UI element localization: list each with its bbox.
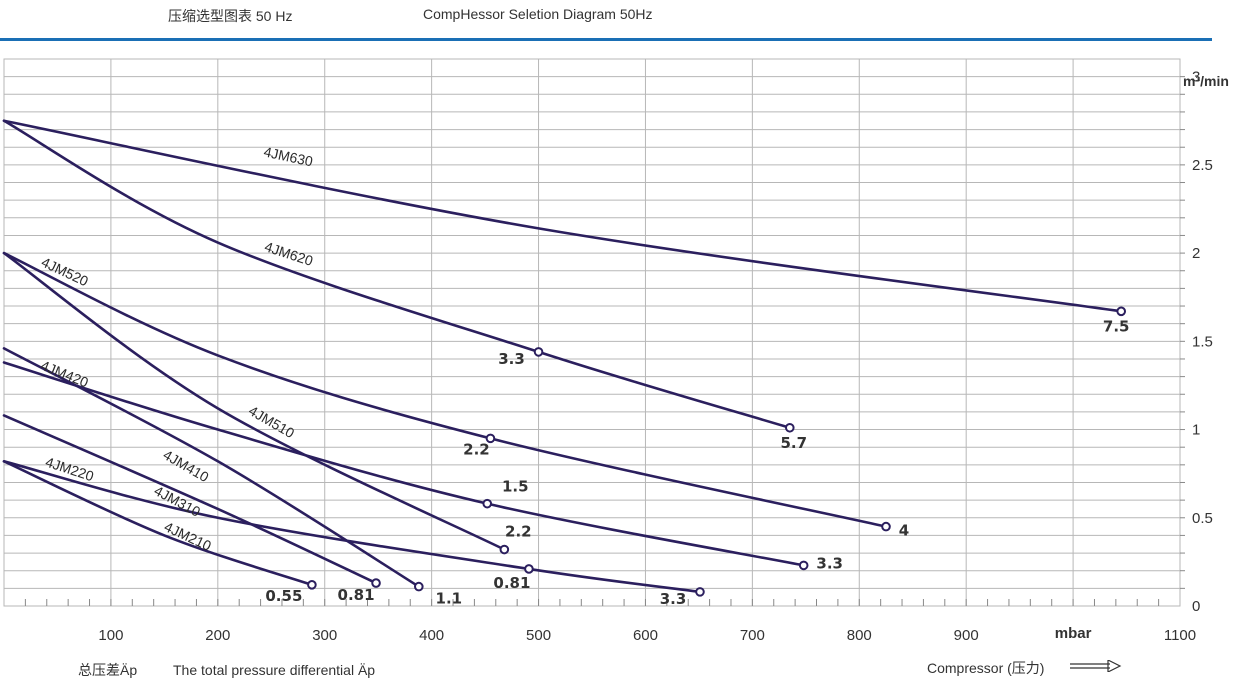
- data-value-label: 7.5: [1103, 317, 1130, 335]
- series-line-4jm420: [2, 361, 805, 567]
- chart-grid: [3, 58, 1185, 607]
- y-axis-unit-label: m³/min: [1183, 73, 1229, 89]
- data-point-marker: [371, 578, 381, 588]
- y-tick-label: 2.5: [1192, 157, 1213, 174]
- x-tick-label: 400: [419, 627, 444, 644]
- data-point-marker: [499, 544, 510, 555]
- compressor-pressure-label: Compressor (压力): [927, 660, 1045, 676]
- data-value-label: 0.55: [265, 587, 302, 605]
- series-line-4jm220: [2, 460, 702, 594]
- data-value-label: 1.1: [436, 590, 463, 608]
- data-point-marker: [798, 560, 809, 571]
- data-value-label: 4: [899, 522, 909, 540]
- x-tick-label: 1100: [1164, 627, 1196, 644]
- x-tick-label: 600: [633, 627, 658, 644]
- series-line-4jm630: [2, 119, 1123, 313]
- data-point-marker: [485, 433, 496, 444]
- chart-title-english: CompHessor Seletion Diagram 50Hz: [423, 6, 653, 22]
- data-point-marker: [482, 498, 493, 509]
- data-value-label: 2.2: [463, 440, 490, 458]
- series-line-4jm210: [2, 460, 314, 587]
- series-line-4jm410: [2, 347, 421, 588]
- plot-frame: [3, 58, 1181, 607]
- series-name-label: 4JM210: [162, 518, 214, 554]
- data-point-marker: [784, 422, 795, 433]
- x-axis-label-english: The total pressure differential Äp: [173, 662, 376, 678]
- series-line-4jm520: [2, 251, 888, 528]
- y-tick-label: 0.5: [1192, 510, 1213, 527]
- header-divider: [0, 38, 1212, 41]
- series-line-4jm310: [2, 414, 378, 585]
- x-axis-label-chinese: 总压差Äp: [78, 662, 138, 678]
- x-tick-label: 300: [312, 627, 337, 644]
- x-tick-label: 900: [954, 627, 979, 644]
- series-line-4jm510: [2, 251, 506, 551]
- data-point-marker: [1116, 306, 1126, 317]
- data-point-marker: [414, 581, 424, 592]
- x-tick-label: 800: [847, 627, 872, 644]
- data-value-label: 0.81: [338, 586, 375, 604]
- right-arrow-icon: [1070, 660, 1122, 672]
- data-value-label: 3.3: [816, 554, 843, 572]
- x-tick-label: 500: [526, 627, 551, 644]
- y-tick-label: 2: [1192, 245, 1200, 262]
- y-tick-label: 0: [1192, 598, 1200, 615]
- data-point-marker: [307, 580, 317, 590]
- data-point-marker: [533, 347, 544, 357]
- data-value-label: 1.5: [502, 478, 529, 496]
- x-axis-unit-label: mbar: [1055, 625, 1092, 642]
- x-tick-label: 700: [740, 627, 765, 644]
- data-value-label: 5.7: [780, 434, 807, 452]
- data-value-label: 3.3: [498, 350, 525, 368]
- data-point-marker: [881, 521, 891, 532]
- y-tick-label: 1.5: [1192, 333, 1213, 350]
- series-line-4jm620: [2, 119, 792, 430]
- data-point-marker: [695, 587, 705, 597]
- y-tick-label: 3: [1192, 69, 1200, 86]
- data-value-label: 0.81: [493, 574, 530, 592]
- series-name-label: 4JM510: [246, 402, 297, 441]
- series-name-label: 4JM310: [152, 482, 204, 520]
- data-value-label: 2.2: [505, 523, 532, 541]
- chart-title-chinese: 压缩选型图表 50 Hz: [168, 8, 293, 24]
- chart-curves: [2, 119, 1126, 597]
- y-tick-label: 1: [1192, 422, 1200, 439]
- x-tick-label: 100: [98, 627, 123, 644]
- series-name-label: 4JM420: [39, 357, 91, 391]
- x-tick-label: 200: [205, 627, 230, 644]
- data-value-label: 3.3: [660, 590, 687, 608]
- data-point-marker: [524, 564, 534, 574]
